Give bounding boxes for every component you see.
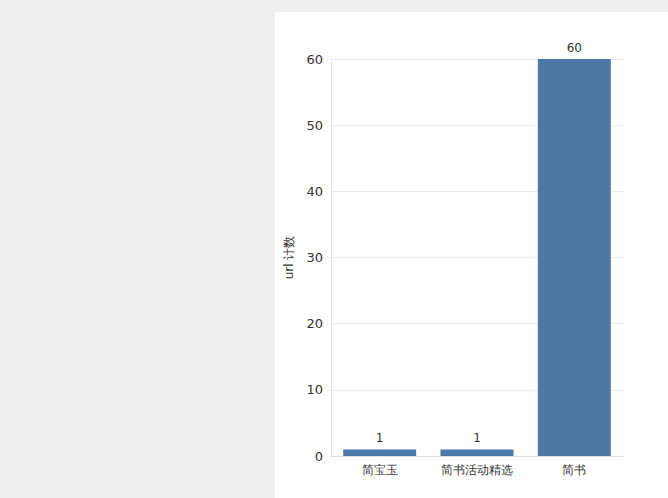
svg-text:60: 60 <box>306 52 323 67</box>
svg-text:10: 10 <box>306 382 323 397</box>
svg-text:30: 30 <box>306 250 323 265</box>
svg-text:0: 0 <box>315 449 323 464</box>
svg-text:简书活动精选: 简书活动精选 <box>441 463 513 477</box>
svg-text:40: 40 <box>306 184 323 199</box>
svg-text:20: 20 <box>306 316 323 331</box>
svg-text:1: 1 <box>376 431 384 445</box>
svg-text:60: 60 <box>567 41 582 55</box>
svg-text:1: 1 <box>473 431 481 445</box>
svg-text:50: 50 <box>306 118 323 133</box>
svg-text:简宝玉: 简宝玉 <box>362 463 398 477</box>
svg-text:简书: 简书 <box>562 463 586 477</box>
svg-text:url 计数: url 计数 <box>282 236 296 280</box>
